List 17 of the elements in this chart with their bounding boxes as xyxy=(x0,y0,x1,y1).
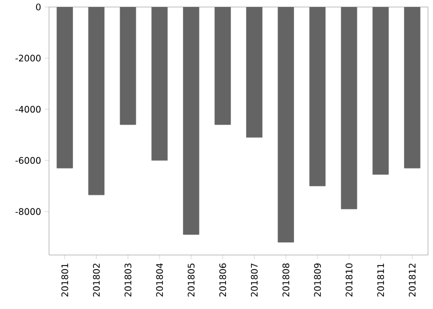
y-tick-label: -2000 xyxy=(15,54,41,62)
x-tick-label: 201802 xyxy=(92,264,100,296)
x-tick-label: 201801 xyxy=(61,264,68,296)
y-tick-label: -6000 xyxy=(15,157,41,164)
x-tick-label: 201804 xyxy=(156,263,163,296)
x-tick-label: 201811 xyxy=(377,264,384,296)
y-tick-label: -8000 xyxy=(15,208,41,215)
x-tick-label: 201807 xyxy=(250,264,258,296)
x-tick-label: 201812 xyxy=(408,264,416,296)
y-tick-label: 0 xyxy=(36,4,41,10)
x-tick-label: 201806 xyxy=(219,263,226,296)
x-tick-label: 201808 xyxy=(282,263,290,296)
x-tick-label: 201810 xyxy=(346,263,352,296)
x-tick-label: 201803 xyxy=(124,264,132,296)
y-tick-label: -4000 xyxy=(15,106,41,113)
x-tick-label: 201805 xyxy=(188,264,195,296)
x-tick-label: 201809 xyxy=(314,263,321,296)
